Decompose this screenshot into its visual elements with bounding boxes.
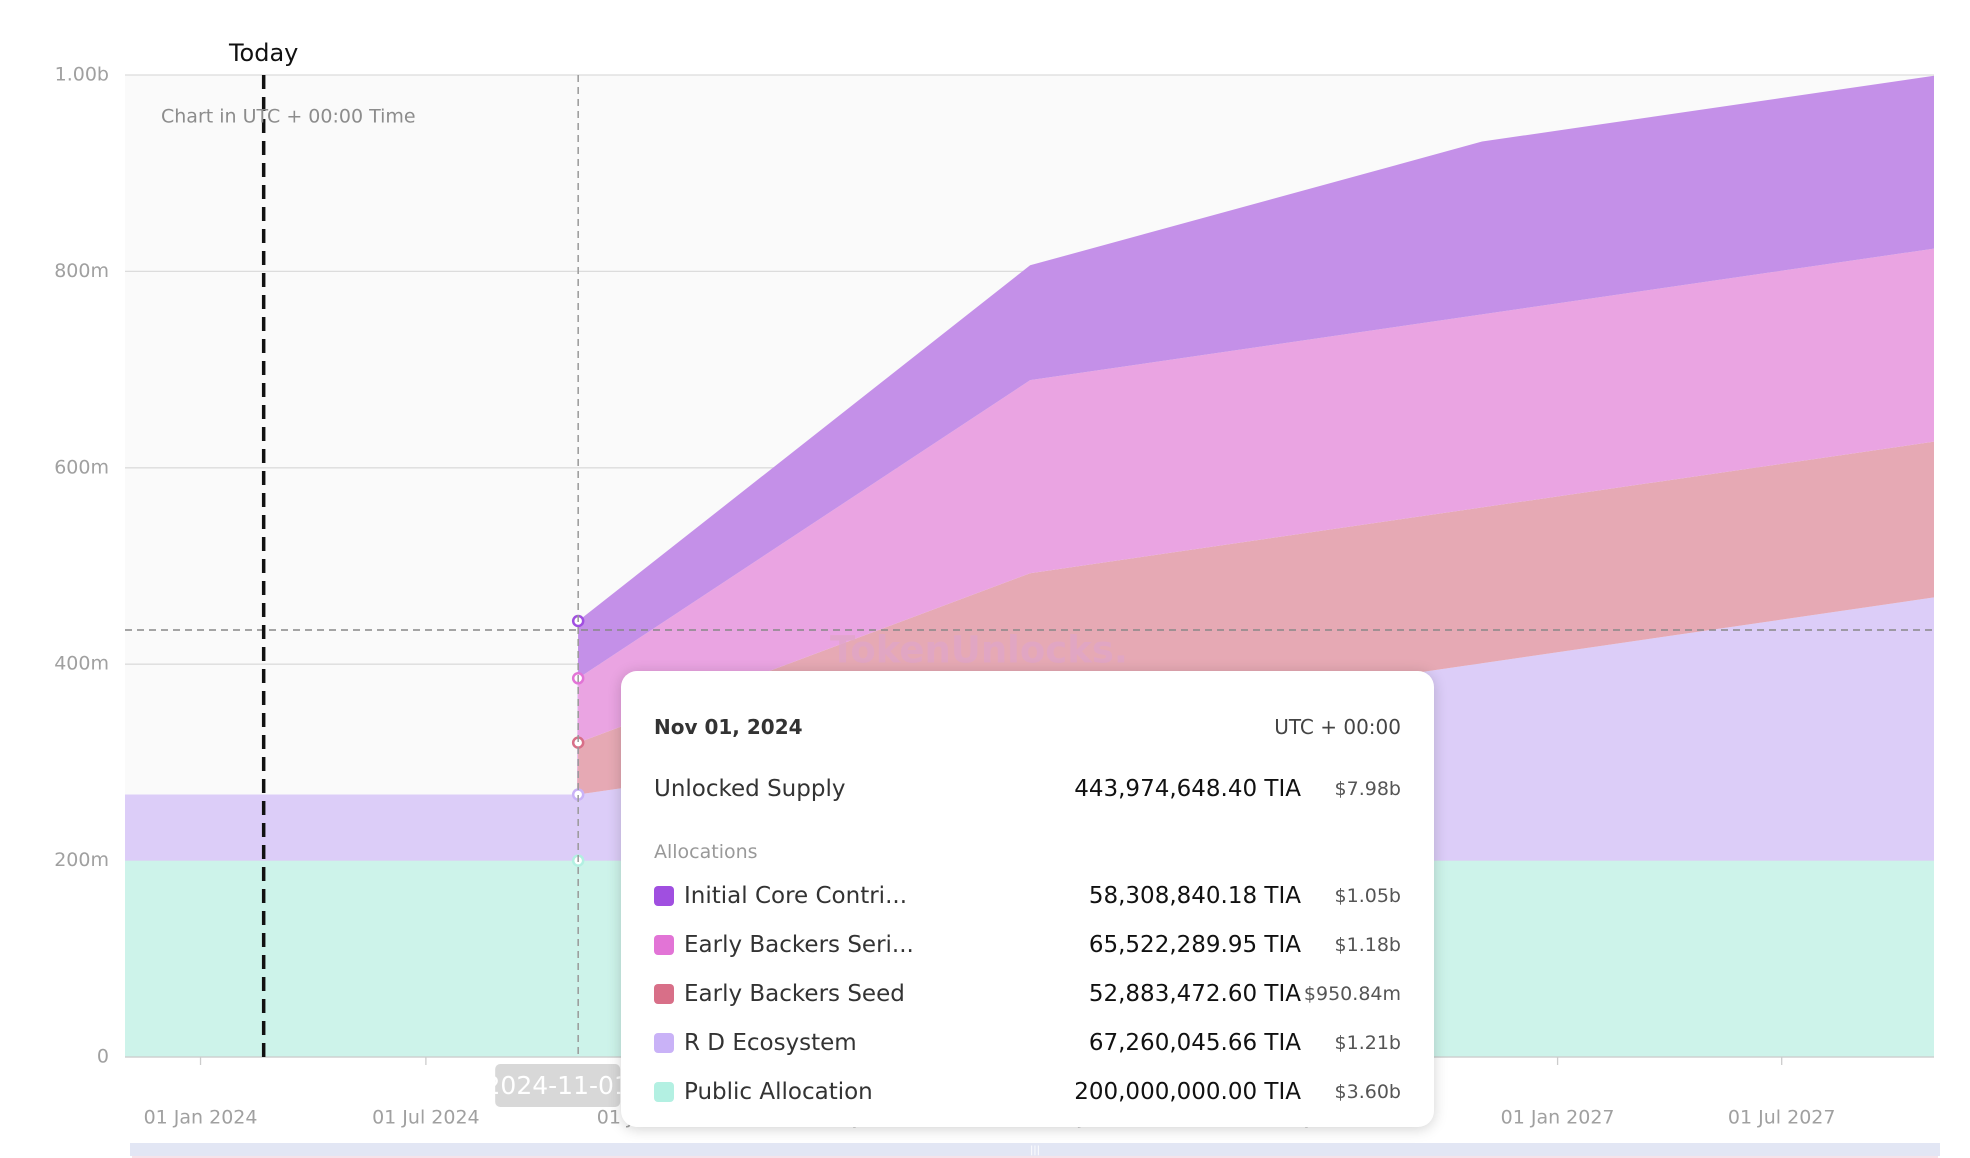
- tooltip-series-name: Early Backers Seed: [684, 981, 905, 1007]
- watermark: TokenUnlocks.: [830, 629, 1128, 672]
- tooltip-supply-amount: 443,974,648.40 TIA: [1074, 776, 1301, 802]
- tooltip-date: Nov 01, 2024: [654, 715, 803, 739]
- tooltip-swatch: [654, 1033, 674, 1053]
- chart-note: Chart in UTC + 00:00 Time: [161, 106, 416, 128]
- y-tick-label: 200m: [54, 849, 109, 871]
- y-tick-label: 600m: [54, 456, 109, 478]
- x-tick-label: 01 Jul 2024: [372, 1107, 480, 1129]
- tooltip-series-name: R D Ecosystem: [684, 1030, 857, 1056]
- tooltip-usd: $3.60b: [1334, 1081, 1401, 1103]
- x-tick-label: 01 Jan 2024: [144, 1107, 258, 1129]
- crosshair-label-box: [495, 1064, 621, 1107]
- tooltip-row: Early Backers Seed 52,883,472.60 TIA $950.…: [654, 981, 1401, 1007]
- tooltip-supply-usd: $7.98b: [1334, 778, 1401, 800]
- x-tick-label: 01 Jul 2027: [1728, 1107, 1836, 1129]
- tooltip-series-name: Public Allocation: [684, 1079, 873, 1105]
- tooltip-swatch: [654, 1082, 674, 1102]
- area: [125, 248, 1934, 795]
- crosshair-label: 2024-11-01: [485, 1071, 630, 1100]
- tooltip-series-name: Initial Core Contri...: [684, 883, 908, 909]
- y-tick-label: 400m: [54, 653, 109, 675]
- y-tick-label: 800m: [54, 260, 109, 282]
- tooltip-usd: $950.84m: [1303, 983, 1401, 1005]
- y-tick-label: 0: [97, 1046, 109, 1068]
- tooltip-swatch: [654, 935, 674, 955]
- tooltip-usd: $1.05b: [1334, 885, 1401, 907]
- today-label: Today: [228, 39, 298, 67]
- tooltip-amount: 58,308,840.18 TIA: [1088, 883, 1301, 909]
- tooltip-row: Early Backers Seri... 65,522,289.95 TIA $1…: [654, 932, 1401, 958]
- navigator-handle: |||: [1030, 1145, 1040, 1156]
- tooltip-swatch: [654, 984, 674, 1004]
- tooltip-amount: 52,883,472.60 TIA: [1088, 981, 1301, 1007]
- x-tick-label: 01 Jan 2027: [1501, 1107, 1615, 1129]
- tooltip-amount: 200,000,000.00 TIA: [1074, 1079, 1301, 1105]
- tooltip: Nov 01, 2024 UTC + 00:00 Unlocked Supply…: [621, 671, 1434, 1127]
- tooltip-amount: 65,522,289.95 TIA: [1088, 932, 1301, 958]
- area: [125, 441, 1934, 795]
- tooltip-supply-label: Unlocked Supply: [654, 776, 846, 802]
- tooltip-swatch: [654, 886, 674, 906]
- tooltip-timezone: UTC + 00:00: [1274, 715, 1401, 739]
- y-tick-label: 1.00b: [55, 64, 109, 86]
- navigator-range: [132, 1156, 1938, 1158]
- tooltip-usd: $1.18b: [1334, 934, 1401, 956]
- tooltip-allocations-label: Allocations: [654, 841, 758, 863]
- tooltip-row: Initial Core Contri... 58,308,840.18 TIA $…: [654, 883, 1401, 909]
- tooltip-row: R D Ecosystem 67,260,045.66 TIA $1.21b: [654, 1030, 1401, 1056]
- area: [125, 75, 1934, 795]
- navigator-bar: [130, 1143, 1940, 1156]
- tooltip-amount: 67,260,045.66 TIA: [1088, 1030, 1301, 1056]
- tooltip-usd: $1.21b: [1334, 1032, 1401, 1054]
- tooltip-row: Public Allocation 200,000,000.00 TIA $3.60…: [654, 1079, 1401, 1105]
- spacer: [1935, 0, 1936, 1]
- tooltip-series-name: Early Backers Seri...: [684, 932, 914, 958]
